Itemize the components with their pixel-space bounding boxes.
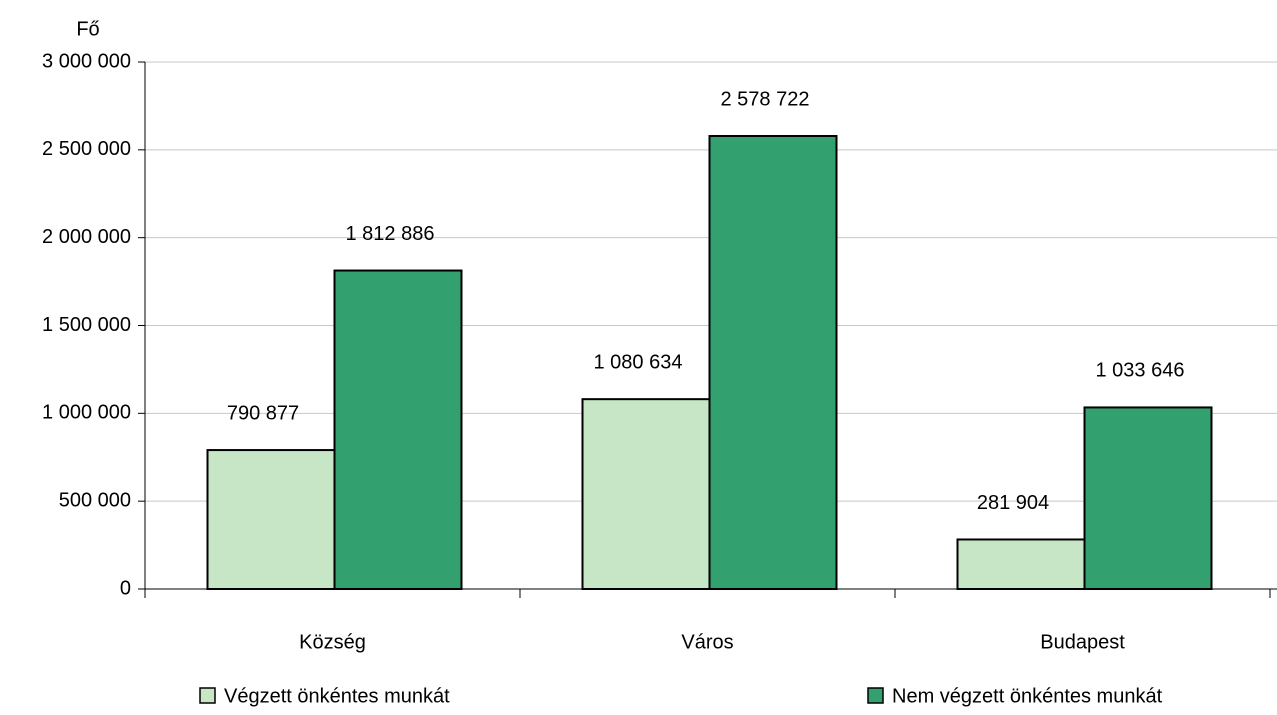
legend-swatch (867, 687, 884, 704)
y-tick-label: 1 000 000 (42, 402, 131, 424)
y-tick-label: 500 000 (59, 489, 131, 511)
value-label: 1 080 634 (594, 351, 683, 373)
value-label: 1 033 646 (1096, 360, 1185, 382)
value-label: 790 877 (227, 402, 299, 424)
value-label: 1 812 886 (346, 223, 435, 245)
y-tick-label: 2 500 000 (42, 138, 131, 160)
bar (1083, 406, 1213, 590)
value-label: 2 578 722 (721, 88, 810, 110)
y-tick-label: 0 (120, 577, 131, 599)
y-tick-label: 1 500 000 (42, 314, 131, 336)
legend-label: Végzett önkéntes munkát (224, 685, 450, 707)
x-tick-label: Város (681, 631, 733, 653)
y-tick-label: 3 000 000 (42, 50, 131, 72)
value-label: 281 904 (977, 492, 1049, 514)
bar (956, 538, 1086, 591)
bar (708, 135, 838, 590)
legend-swatch (199, 687, 216, 704)
x-tick-label: Község (299, 631, 366, 653)
legend-label: Nem végzett önkéntes munkát (892, 685, 1163, 707)
bar (333, 269, 463, 590)
bar (206, 449, 336, 590)
y-tick-label: 2 000 000 (42, 226, 131, 248)
x-tick-label: Budapest (1040, 631, 1125, 653)
bar (581, 398, 711, 591)
y-axis-label: Fő (76, 18, 99, 40)
